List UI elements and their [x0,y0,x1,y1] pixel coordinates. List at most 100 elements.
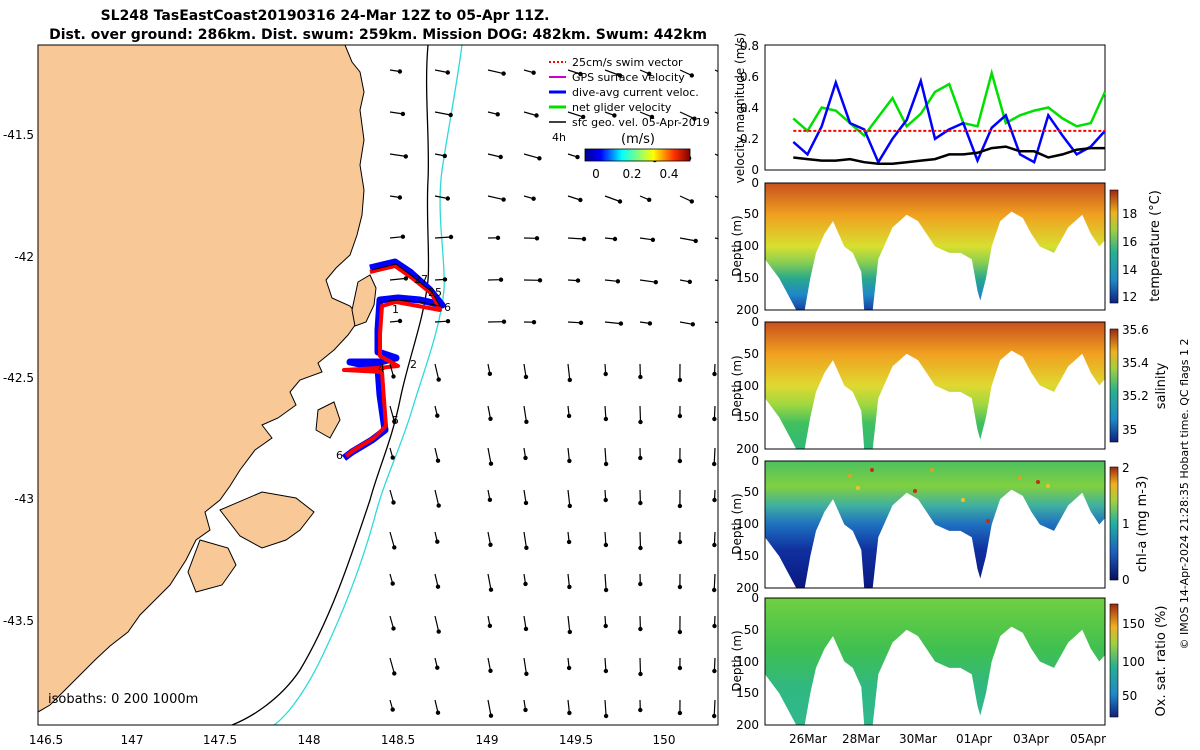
velocity-arrow-head [612,236,618,242]
time-tick: 01Apr [956,732,992,746]
track-label-4: 4 [378,362,385,375]
velocity-arrow-head [726,281,729,284]
chla-dot [856,486,860,490]
velocity-arrow-head [567,710,572,716]
map-y-tick: -43 [14,492,34,506]
velocity-arrow-head [638,500,643,506]
colorbar-label: (m/s) [621,132,655,147]
temperature-y-label: Depth (m) [730,215,744,276]
velocity-arrow-head [617,199,623,204]
chla-y-tick: 100 [736,517,759,531]
oxygen-y-tick: 100 [736,655,759,669]
velocity-arrow-head [638,545,643,551]
velocity-arrow [713,573,716,591]
velocity-arrow-head [498,277,504,282]
velocity-arrow-head [638,419,643,425]
oxygen-y-label: Depth (m) [730,630,744,691]
velocity-arrow-head [392,419,397,424]
velocity-arrow-head [392,671,397,676]
chla-dot [913,489,917,493]
land-southeast-cape [187,539,237,593]
velocity-arrow-head [566,539,572,545]
velocity-arrow-head [400,234,406,239]
map-y-tick: -41.5 [3,128,34,142]
velocity-arrow-head [677,629,683,635]
chla-dot [986,519,990,523]
map-x-tick: 149.5 [559,733,593,747]
oxygen-y-tick: 150 [736,686,759,700]
land-island-small [315,401,341,439]
velocity-arrow-head [435,413,440,418]
chla-colorbar [1109,466,1119,581]
velocity-arrow-head [712,668,717,674]
chla-y-tick: 0 [751,454,759,468]
velocity-arrow-head [390,707,395,712]
chla-c-tick: 1 [1122,517,1130,531]
velocity-arrow-head [603,461,609,467]
velocity-arrow-head [435,665,440,670]
salinity-y-tick: 100 [736,379,759,393]
track-red [342,264,442,458]
chla-dots [848,468,1050,523]
velocity-arrow-head [647,321,653,326]
velocity-arrow-head [690,322,696,327]
track-label-6b: 6 [336,449,343,462]
velocity-arrow-head [534,113,539,118]
colorbar-gradient [584,148,691,162]
isobath-1000m [273,45,463,725]
salinity-c-tick: 35.6 [1122,323,1149,337]
velocity-arrow-head [650,237,656,242]
velocity-arrow-head [391,374,396,379]
map-x-tick: 147 [121,733,144,747]
time-tick: 05Apr [1070,732,1106,746]
velocity-arrow-head [403,276,409,281]
velocity-arrow-head [567,503,573,509]
velocity-arrow [567,363,571,380]
velocity-arrow-head [712,542,717,548]
velocity-arrow [389,531,395,548]
velocity-arrow-head [581,236,587,242]
map-y-tick: -42 [14,250,34,264]
velocity-arrow-head [442,153,447,159]
velocity-arrow [487,69,504,75]
salinity-colorbar [1109,328,1119,443]
velocity-arrow-head [612,113,617,118]
velocity-arrow-head [436,377,441,382]
chla-y-label: Depth (m) [730,493,744,554]
velocity-arrow [389,153,406,157]
velocity-arrow-head [603,623,608,629]
oxygen-c-label: Ox. sat. ratio (%) [1154,606,1169,717]
chla-dot [870,468,874,472]
legend-net-glider: net glider velocity [572,101,672,114]
velocity-arrow-head [531,70,536,75]
velocity-arrow-head [603,416,609,422]
temperature-c-label: temperature (°C) [1148,190,1163,302]
land-tasmania [38,45,365,713]
velocity-arrow-head [712,461,717,467]
velocity-arrow-head [617,73,623,78]
velocity-arrow-head [618,321,624,326]
velocity-arrow [567,237,585,240]
velocity-arrow-head [712,371,717,377]
chla-panel: 0 50 100 150 200 Depth (m) 0 1 2 chl-a (… [730,454,1150,595]
velocity-arrow [713,447,716,465]
legend-gps-velocity: GPS surface velocity [572,71,685,84]
velocity-arrow-head [397,195,403,200]
map-y-tick: -43.5 [3,614,34,628]
velocity-arrow-head [524,545,529,551]
velocity-arrow-head [677,539,683,545]
velocity-arrow [487,573,492,590]
velocity-arrow-head [523,581,528,587]
velocity-arrow-head [578,320,584,325]
velocity-arrow [713,699,716,717]
velocity-arrow-head [537,278,543,283]
velocity-arrow-head [575,278,581,283]
chla-y-tick: 50 [744,485,759,499]
velocity-arrow-head [448,234,454,240]
time-tick: 28Mar [842,732,880,746]
chla-c-label: chl-a (mg m-3) [1135,476,1150,573]
isobaths-label: isobaths: 0 200 1000m [48,692,198,707]
chla-dot [961,498,965,502]
velocity-arrow-head [435,710,441,715]
velocity-arrow-head [712,623,717,629]
